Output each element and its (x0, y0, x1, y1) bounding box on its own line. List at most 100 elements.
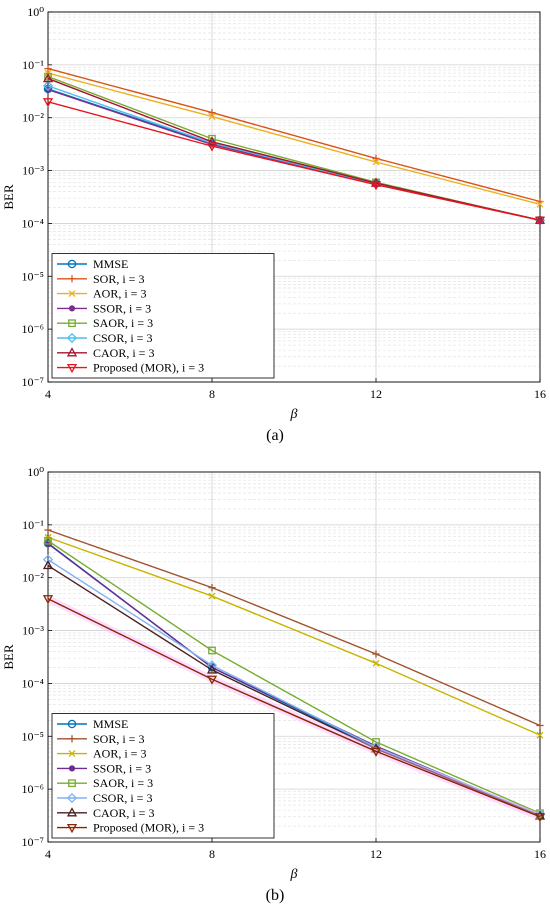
y-tick-label: 10⁰ (27, 465, 44, 479)
y-tick-label: 10⁻⁶ (21, 322, 44, 336)
legend-entry: SAOR, i = 3 (57, 316, 153, 330)
y-tick-label: 10⁻² (22, 111, 44, 125)
data-point (44, 64, 52, 73)
legend-entry: CAOR, i = 3 (57, 806, 154, 820)
data-point (536, 731, 544, 739)
legend-label: SSOR, i = 3 (93, 301, 151, 315)
legend-entry: Proposed (MOR), i = 3 (57, 361, 204, 375)
legend-label: SAOR, i = 3 (93, 316, 153, 330)
legend-marker (67, 719, 77, 729)
series-2 (44, 69, 544, 208)
x-axis-label: β (290, 407, 298, 422)
legend-marker (67, 259, 77, 269)
caption-a: (a) (266, 427, 284, 444)
y-tick-label: 10⁻⁷ (21, 375, 44, 389)
legend-marker (68, 275, 76, 283)
chart-panel-b: 10⁰ 10⁻¹ 10⁻² 10⁻³ 10⁻⁴ 10⁻⁵ 10⁻⁶ 10⁻⁷4 8 12 16 β BE… (1, 465, 546, 882)
legend-label: CAOR, i = 3 (93, 806, 154, 820)
y-tick-label: 10⁻² (22, 571, 44, 585)
legend-label: Proposed (MOR), i = 3 (93, 821, 204, 835)
legend-entry: AOR, i = 3 (57, 747, 146, 761)
series-line (47, 559, 541, 816)
series-line (47, 564, 541, 817)
y-tick-label: 10⁻⁴ (21, 216, 44, 230)
series-7 (42, 595, 546, 823)
x-tick-label: 12 (370, 847, 382, 861)
data-point (208, 592, 216, 600)
plot-frame (47, 471, 541, 843)
data-point (42, 73, 54, 83)
legend-entry: Proposed (MOR), i = 3 (57, 821, 204, 835)
legend-marker (66, 332, 78, 344)
y-tick-label: 10⁻¹ (22, 518, 44, 532)
legend-marker (66, 363, 78, 374)
data-point (208, 113, 216, 121)
x-tick-label: 12 (370, 387, 382, 401)
y-tick-label: 10⁻⁵ (21, 269, 44, 283)
data-point (42, 559, 54, 570)
legend-entry: MMSE (57, 717, 128, 731)
panel-caption-a: (a) (0, 427, 550, 445)
legend-marker (68, 750, 76, 758)
data-point (208, 646, 216, 655)
legend-entry: SSOR, i = 3 (57, 761, 151, 775)
series-line (47, 540, 541, 814)
data-point (44, 536, 52, 545)
y-tick-label: 10⁰ (27, 5, 44, 19)
data-point (208, 584, 216, 592)
series-7 (42, 98, 546, 226)
data-point (370, 181, 382, 191)
legend-label: CSOR, i = 3 (93, 331, 152, 345)
x-tick-label: 8 (209, 387, 215, 401)
legend-entry: SOR, i = 3 (57, 732, 144, 746)
legend-marker (68, 765, 76, 772)
series-line (47, 529, 541, 727)
data-point (372, 650, 380, 658)
series-1 (44, 64, 544, 206)
series-1 (44, 526, 544, 730)
legend-marker (66, 347, 78, 357)
x-tick-label: 8 (209, 847, 215, 861)
legend-label: AOR, i = 3 (93, 287, 146, 301)
legend-marker (68, 735, 76, 743)
legend-entry: SAOR, i = 3 (57, 776, 153, 790)
y-tick-label: 10⁻⁴ (21, 676, 44, 690)
legend-entry: AOR, i = 3 (57, 287, 146, 301)
x-tick-label: 4 (45, 847, 51, 861)
plot-frame (47, 11, 541, 383)
legend-box (51, 253, 275, 379)
legend-label: SOR, i = 3 (93, 732, 144, 746)
data-point (42, 80, 54, 92)
legend-marker (66, 807, 78, 817)
legend-entry: CAOR, i = 3 (57, 346, 154, 360)
series-line (47, 67, 541, 203)
legend-label: AOR, i = 3 (93, 747, 146, 761)
data-point (372, 158, 380, 166)
x-axis-label: β (290, 867, 298, 882)
y-tick-label: 10⁻⁶ (21, 782, 44, 796)
legend-label: CAOR, i = 3 (93, 346, 154, 360)
legend-marker (68, 319, 76, 328)
x-tick-label: 16 (534, 847, 546, 861)
legend-label: MMSE (93, 257, 128, 271)
legend-entry: SOR, i = 3 (57, 272, 144, 286)
legend-label: MMSE (93, 717, 128, 731)
legend-marker (66, 792, 78, 804)
legend-entry: CSOR, i = 3 (57, 791, 152, 805)
legend-label: SOR, i = 3 (93, 272, 144, 286)
x-tick-label: 16 (534, 387, 546, 401)
data-point (370, 747, 382, 757)
legend-label: SAOR, i = 3 (93, 776, 153, 790)
x-tick-label: 4 (45, 387, 51, 401)
series-line (47, 72, 541, 205)
y-tick-label: 10⁻³ (22, 164, 44, 178)
series-line (47, 77, 541, 221)
data-point (42, 595, 54, 605)
legend-entry: CSOR, i = 3 (57, 331, 152, 345)
legend-label: SSOR, i = 3 (93, 761, 151, 775)
y-tick-label: 10⁻⁷ (21, 835, 44, 849)
series-2 (44, 533, 544, 739)
